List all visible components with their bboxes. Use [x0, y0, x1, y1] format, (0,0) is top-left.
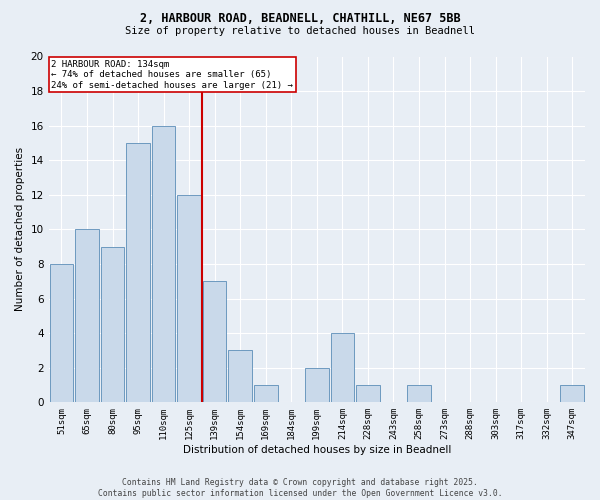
Bar — [560, 385, 584, 402]
Bar — [331, 333, 354, 402]
Bar — [101, 246, 124, 402]
Text: 2 HARBOUR ROAD: 134sqm
← 74% of detached houses are smaller (65)
24% of semi-det: 2 HARBOUR ROAD: 134sqm ← 74% of detached… — [51, 60, 293, 90]
Text: Size of property relative to detached houses in Beadnell: Size of property relative to detached ho… — [125, 26, 475, 36]
Bar — [127, 143, 150, 403]
Y-axis label: Number of detached properties: Number of detached properties — [15, 148, 25, 312]
Bar — [305, 368, 329, 402]
Text: Contains HM Land Registry data © Crown copyright and database right 2025.
Contai: Contains HM Land Registry data © Crown c… — [98, 478, 502, 498]
Text: 2, HARBOUR ROAD, BEADNELL, CHATHILL, NE67 5BB: 2, HARBOUR ROAD, BEADNELL, CHATHILL, NE6… — [140, 12, 460, 26]
Bar — [152, 126, 175, 402]
Bar — [50, 264, 73, 402]
Bar — [203, 282, 226, 403]
X-axis label: Distribution of detached houses by size in Beadnell: Distribution of detached houses by size … — [182, 445, 451, 455]
Bar — [254, 385, 278, 402]
Bar — [356, 385, 380, 402]
Bar — [178, 195, 201, 402]
Bar — [229, 350, 252, 403]
Bar — [75, 230, 99, 402]
Bar — [407, 385, 431, 402]
